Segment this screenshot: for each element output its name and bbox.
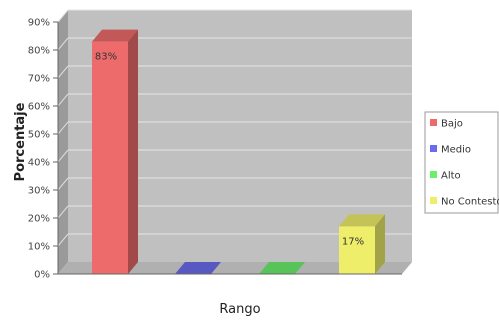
legend-label: Medio bbox=[441, 145, 471, 156]
y-tick-label: 30% bbox=[28, 186, 50, 197]
y-tick-label: 10% bbox=[28, 242, 50, 253]
legend-swatch bbox=[430, 197, 437, 204]
y-tick-label: 60% bbox=[28, 102, 50, 113]
chart-side-wall bbox=[58, 10, 68, 274]
y-axis-ticks: 0% 10% 20% 30% 40% 50% 60% 70% 80% 90% bbox=[28, 18, 58, 281]
x-axis-title: Rango bbox=[219, 302, 260, 317]
data-label: 17% bbox=[342, 236, 364, 247]
y-tick-label: 50% bbox=[28, 130, 50, 141]
data-label: 83% bbox=[95, 52, 117, 63]
legend: Bajo Medio Alto No Contestó bbox=[425, 112, 499, 213]
legend-swatch bbox=[430, 171, 437, 178]
bar-bajo bbox=[92, 42, 128, 274]
y-tick-label: 20% bbox=[28, 214, 50, 225]
legend-swatch bbox=[430, 145, 437, 152]
legend-label: Bajo bbox=[441, 119, 463, 130]
y-tick-label: 0% bbox=[34, 270, 50, 281]
bar-no-contestó bbox=[339, 226, 375, 274]
y-axis-title: Porcentaje bbox=[13, 102, 28, 181]
legend-label: Alto bbox=[441, 171, 461, 182]
y-tick-label: 90% bbox=[28, 18, 50, 29]
y-tick-label: 80% bbox=[28, 46, 50, 57]
legend-label: No Contestó bbox=[441, 196, 499, 208]
y-tick-label: 40% bbox=[28, 158, 50, 169]
legend-swatch bbox=[430, 119, 437, 126]
y-tick-label: 70% bbox=[28, 74, 50, 85]
bar-bajo-side bbox=[128, 30, 138, 274]
